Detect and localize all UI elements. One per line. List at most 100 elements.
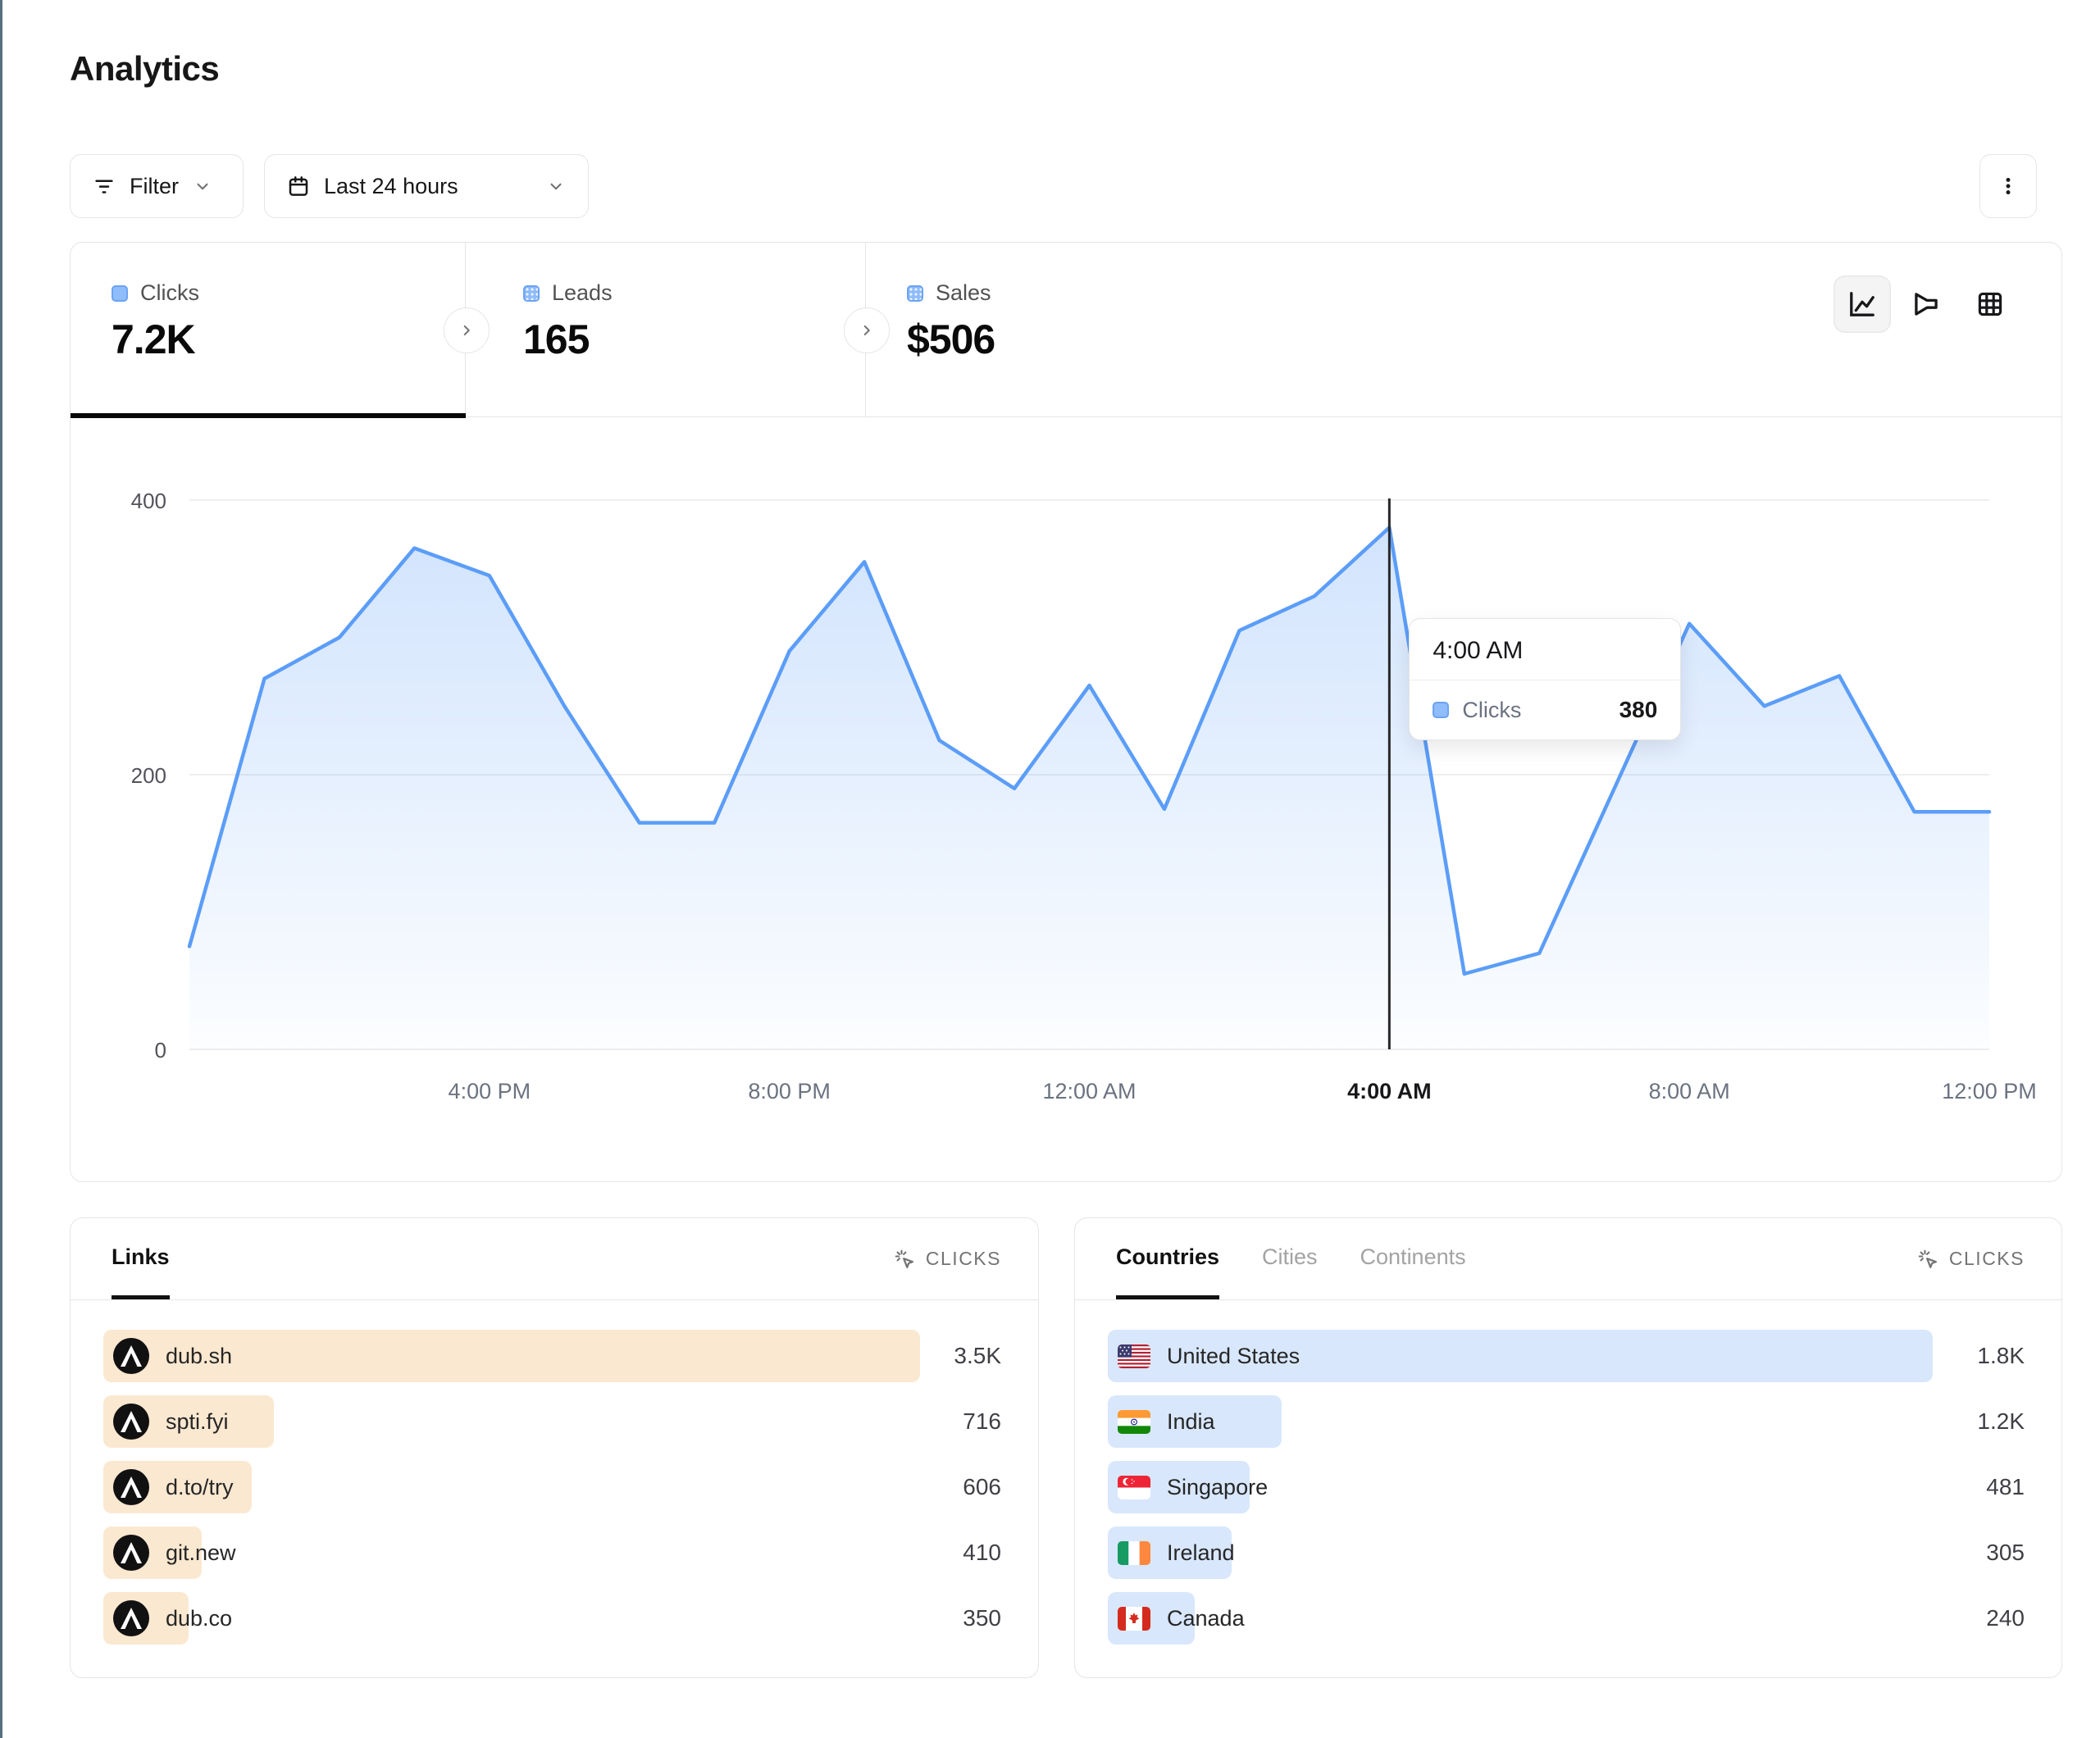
tab-continents[interactable]: Continents — [1360, 1244, 1466, 1269]
line-chart-icon — [1844, 286, 1880, 322]
row-label: dub.sh — [166, 1343, 233, 1368]
date-range-label: Last 24 hours — [324, 173, 458, 198]
geo-metric-selector[interactable]: CLICKS — [1916, 1218, 2025, 1299]
countries-list: United States 1.8K India 1.2K Singapore 481 Ir… — [1075, 1300, 2061, 1645]
tab-cities[interactable]: Cities — [1262, 1244, 1318, 1269]
row-value: 716 — [963, 1408, 1001, 1434]
analytics-card: Clicks 7.2K Leads 165 Sales $506 — [70, 242, 2062, 1182]
row-value: 350 — [963, 1605, 1001, 1631]
table-row[interactable]: Canada 240 — [1108, 1592, 2025, 1645]
sg-flag-icon — [1118, 1475, 1150, 1499]
svg-text:400: 400 — [131, 489, 166, 513]
table-grid-icon — [1973, 287, 2007, 321]
filter-button-label: Filter — [130, 173, 179, 198]
table-row[interactable]: Ireland 305 — [1108, 1526, 2025, 1579]
table-row[interactable]: git.new 410 — [103, 1526, 1001, 1579]
links-metric-label: CLICKS — [925, 1248, 1001, 1269]
ca-flag-icon — [1118, 1606, 1150, 1631]
row-bar — [103, 1330, 921, 1382]
svg-text:200: 200 — [131, 763, 166, 788]
page-title: Analytics — [70, 49, 220, 88]
stat-tab-clicks[interactable]: Clicks 7.2K — [71, 243, 466, 416]
row-value: 305 — [1986, 1540, 2025, 1565]
stats-row: Clicks 7.2K Leads 165 Sales $506 — [71, 243, 2061, 418]
sales-legend-swatch — [907, 284, 923, 302]
tab-countries[interactable]: Countries — [1116, 1218, 1220, 1299]
area-chart-canvas[interactable]: 0 200 400 4:00 PM 8:00 PM 12:00 AM 4:00 AM 8:00… — [71, 417, 2061, 1182]
table-row[interactable]: d.to/try 606 — [103, 1461, 1001, 1513]
geo-panel: Countries Cities Continents CLICKS Unite… — [1074, 1217, 2062, 1678]
row-label: United States — [1167, 1343, 1301, 1368]
cursor-click-icon — [893, 1248, 916, 1271]
table-row[interactable]: dub.co 350 — [103, 1592, 1001, 1645]
row-label: India — [1167, 1408, 1215, 1434]
row-label: Singapore — [1167, 1474, 1269, 1499]
row-value: 1.2K — [1977, 1408, 2025, 1434]
geo-metric-label: CLICKS — [1948, 1248, 2025, 1269]
line-chart-view-button[interactable] — [1834, 275, 1891, 333]
funnel-chart-icon — [1908, 286, 1944, 322]
row-label: git.new — [166, 1540, 236, 1565]
filter-button[interactable]: Filter — [70, 154, 244, 218]
dub-logo-icon — [113, 1469, 149, 1505]
svg-text:4:00 AM: 4:00 AM — [1347, 1079, 1432, 1103]
tooltip-time: 4:00 AM — [1433, 637, 1524, 664]
dub-logo-icon — [113, 1338, 149, 1374]
left-edge-divider — [0, 0, 2, 1738]
links-metric-selector[interactable]: CLICKS — [893, 1218, 1001, 1299]
dub-logo-icon — [113, 1535, 149, 1571]
stat-clicks-label: Clicks — [140, 280, 199, 305]
stat-tab-sales[interactable]: Sales $506 — [866, 243, 2061, 416]
ie-flag-icon — [1118, 1540, 1150, 1565]
chart-tooltip: 4:00 AM Clicks 380 — [1409, 618, 1682, 740]
table-row[interactable]: spti.fyi 716 — [103, 1395, 1001, 1448]
stat-clicks-value: 7.2K — [112, 316, 196, 362]
row-label: spti.fyi — [166, 1408, 229, 1434]
table-row[interactable]: India 1.2K — [1108, 1395, 2025, 1448]
row-value: 1.8K — [1977, 1343, 2025, 1368]
row-label: dub.co — [166, 1605, 233, 1631]
svg-text:8:00 AM: 8:00 AM — [1649, 1079, 1730, 1103]
more-options-button[interactable] — [1979, 154, 2037, 218]
date-range-button[interactable]: Last 24 hours — [264, 154, 589, 218]
row-value: 481 — [1986, 1474, 2025, 1499]
clicks-chart[interactable]: 0 200 400 4:00 PM 8:00 PM 12:00 AM 4:00 AM 8:00… — [71, 417, 2061, 1182]
us-flag-icon — [1118, 1344, 1150, 1368]
row-bar — [1108, 1330, 1934, 1382]
tooltip-value: 380 — [1619, 697, 1658, 722]
dub-logo-icon — [113, 1600, 149, 1636]
stat-tab-leads[interactable]: Leads 165 — [466, 243, 866, 416]
tab-links[interactable]: Links — [112, 1218, 170, 1299]
kebab-menu-icon — [1997, 175, 2020, 198]
cursor-click-icon — [1916, 1248, 1939, 1271]
leads-legend-swatch — [523, 284, 540, 302]
svg-text:8:00 PM: 8:00 PM — [748, 1079, 831, 1103]
table-row[interactable]: United States 1.8K — [1108, 1330, 2025, 1382]
table-row[interactable]: dub.sh 3.5K — [103, 1330, 1001, 1382]
svg-text:0: 0 — [155, 1038, 166, 1062]
row-label: d.to/try — [166, 1474, 234, 1499]
funnel-chart-view-button[interactable] — [1897, 275, 1955, 333]
row-label: Ireland — [1167, 1540, 1235, 1565]
expand-leads-button[interactable] — [844, 307, 890, 353]
svg-text:12:00 PM: 12:00 PM — [1942, 1079, 2037, 1103]
table-row[interactable]: Singapore 481 — [1108, 1461, 2025, 1513]
chevron-down-icon — [192, 175, 213, 197]
tooltip-series-label: Clicks — [1462, 697, 1522, 722]
table-view-button[interactable] — [1961, 275, 2019, 333]
row-value: 410 — [963, 1540, 1001, 1565]
stat-leads-label: Leads — [552, 280, 613, 305]
calendar-icon — [286, 174, 311, 198]
in-flag-icon — [1118, 1409, 1150, 1434]
expand-clicks-button[interactable] — [444, 307, 490, 353]
clicks-legend-swatch — [112, 284, 128, 302]
svg-text:4:00 PM: 4:00 PM — [449, 1079, 531, 1103]
stat-leads-value: 165 — [523, 316, 590, 362]
svg-text:12:00 AM: 12:00 AM — [1042, 1079, 1136, 1103]
row-label: Canada — [1167, 1605, 1245, 1631]
links-panel: Links CLICKS dub.sh 3.5K spti.fyi 716 d.to/t… — [70, 1217, 1039, 1678]
row-value: 240 — [1986, 1605, 2025, 1631]
active-tab-indicator — [71, 413, 466, 418]
tooltip-legend-swatch — [1433, 702, 1450, 718]
